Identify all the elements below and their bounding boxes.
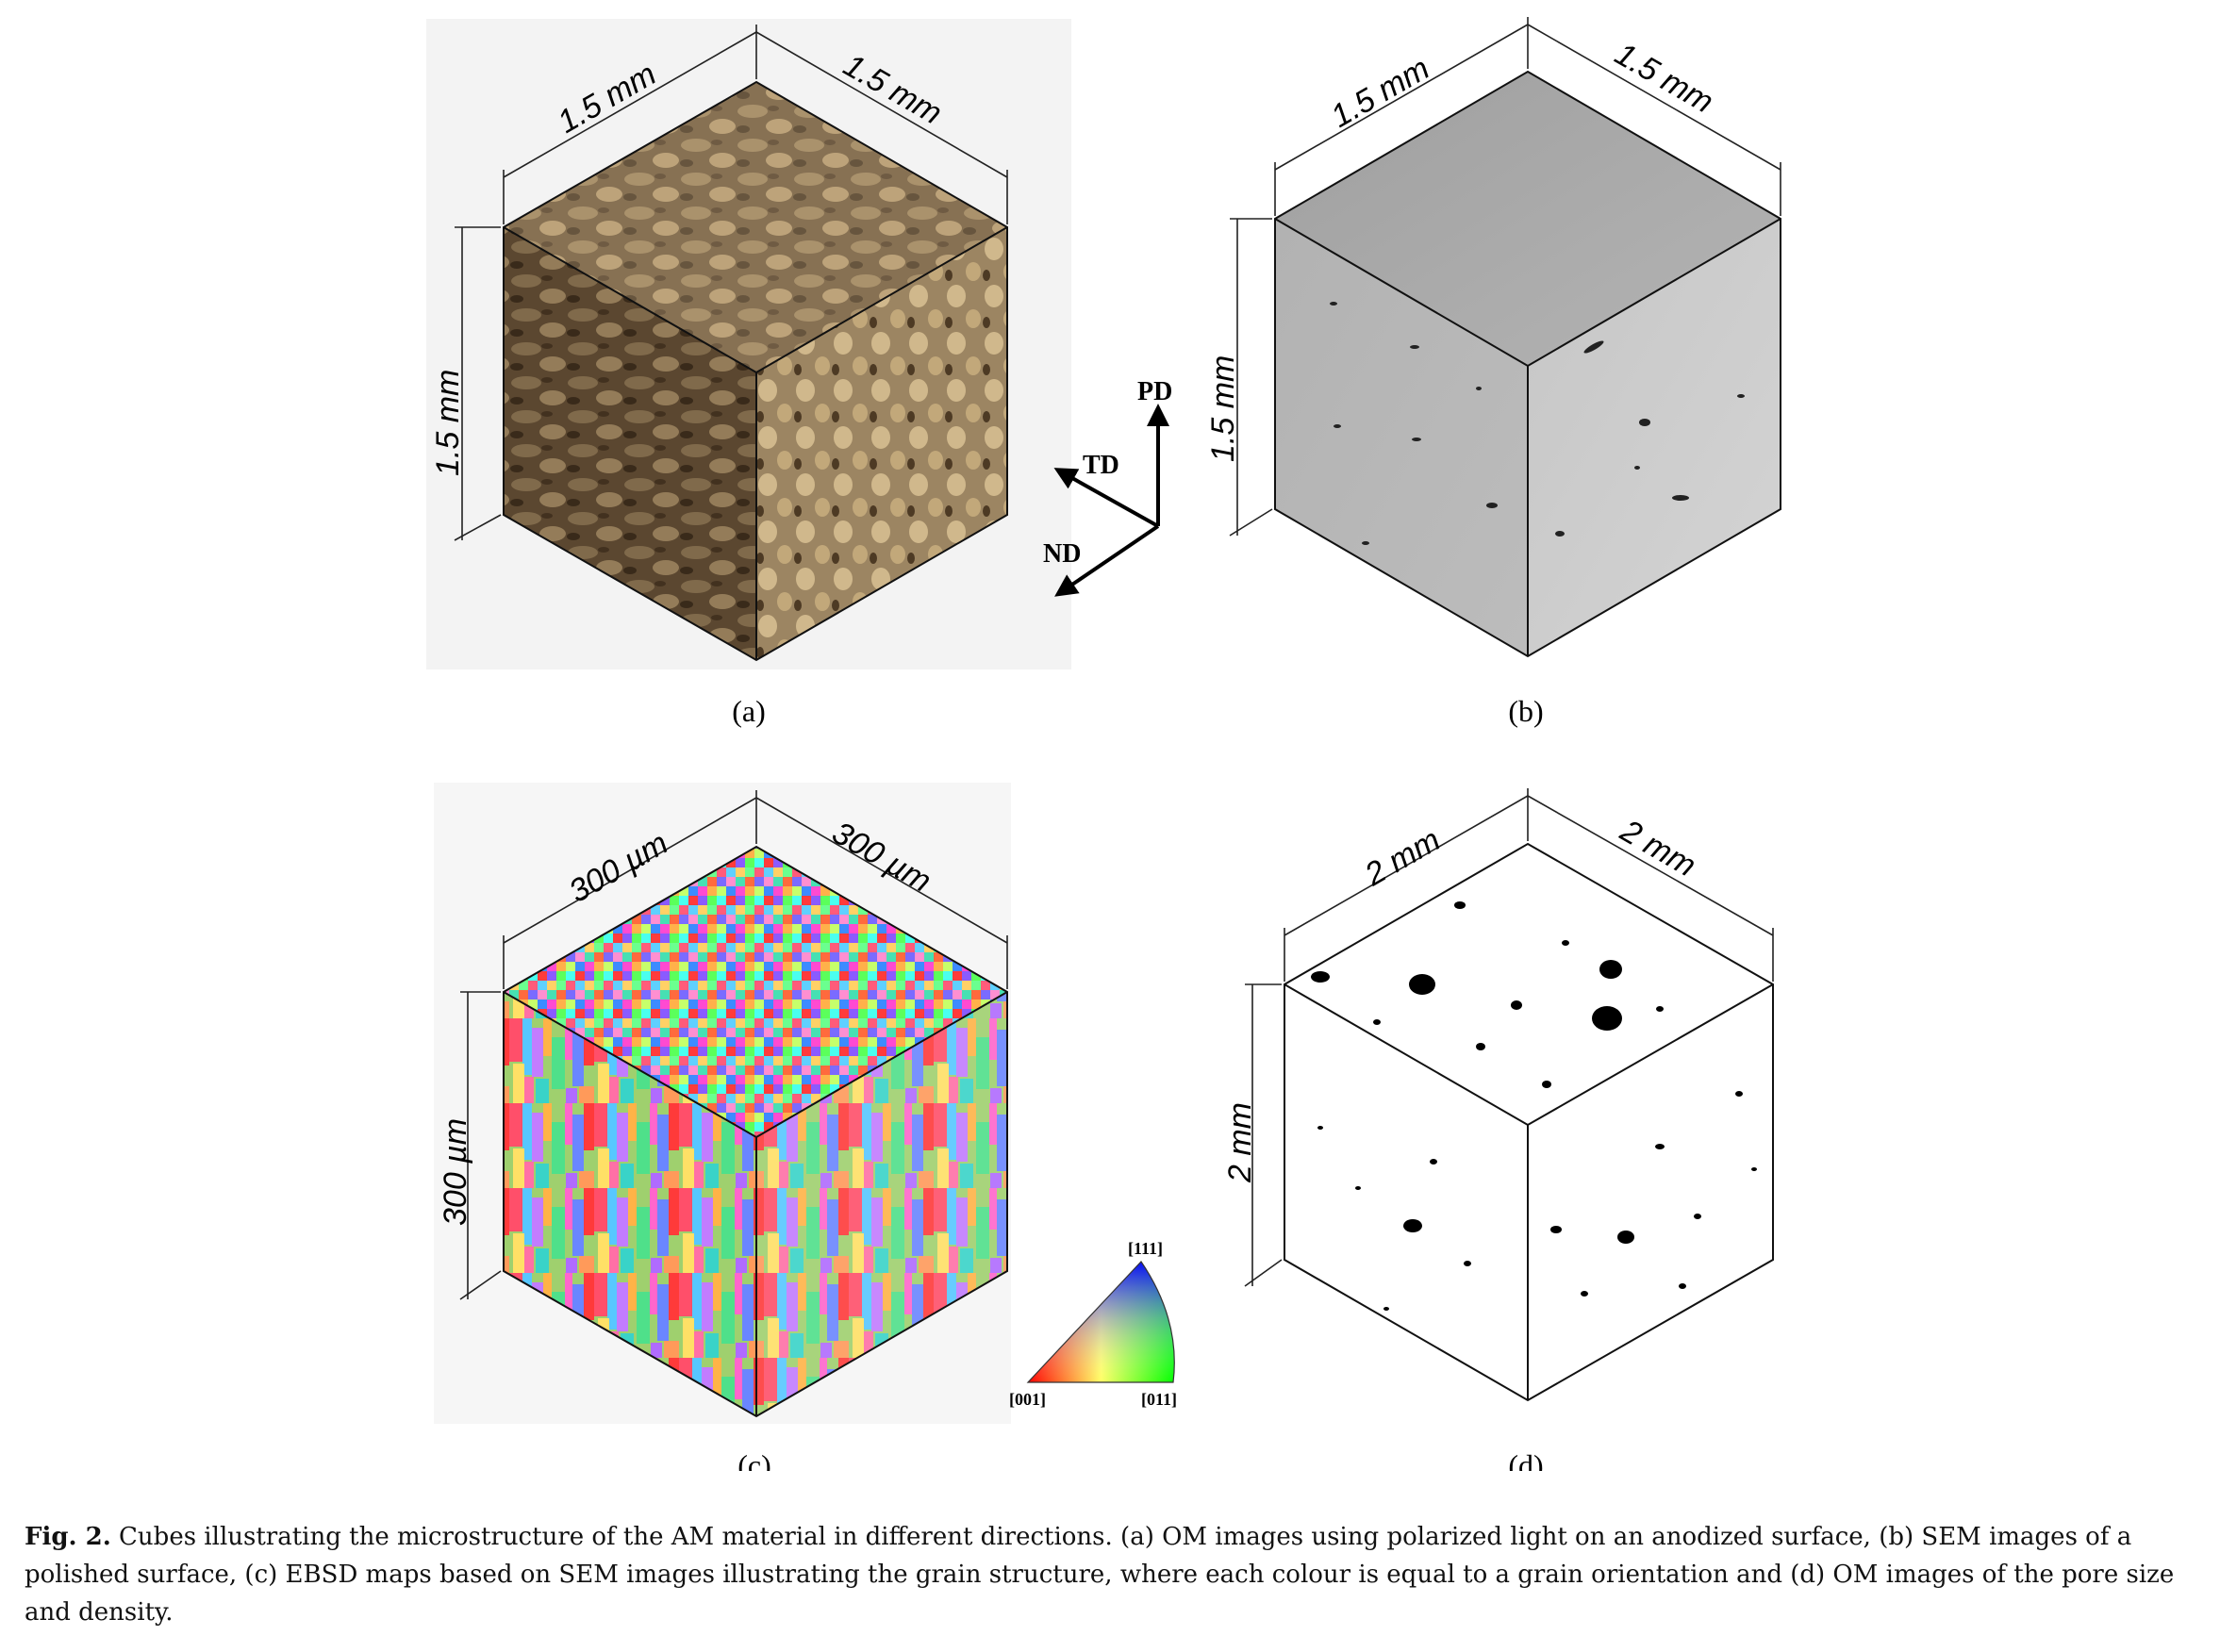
cube-a-right — [756, 227, 1007, 660]
panel-d: 2 mm 2 mm 2 mm — [1222, 788, 1774, 1402]
panel-b: 1.5 mm 1.5 mm 1.5 mm — [1205, 17, 1781, 658]
figure-number: Fig. 2. — [25, 1523, 111, 1551]
cube-d-right — [1528, 984, 1773, 1400]
ipf-label-001: [001] — [1009, 1390, 1046, 1409]
dim-label-b-top-left: 1.5 mm — [1325, 50, 1435, 135]
dim-label-b-side: 1.5 mm — [1205, 355, 1241, 462]
nd-arrow — [1054, 524, 1160, 597]
dim-label-d-top-left: 2 mm — [1358, 822, 1446, 894]
panel-label-b: (b) — [1508, 694, 1543, 728]
panel-c: 300 µm 300 µm 300 µm — [434, 783, 1011, 1424]
cube-c-right — [756, 992, 1007, 1416]
dimension-lines-c — [459, 790, 1008, 1300]
pd-label: PD — [1137, 377, 1172, 406]
cube-c-left — [504, 992, 756, 1416]
cube-b-right — [1528, 219, 1781, 656]
dim-label-c-side: 300 µm — [438, 1118, 473, 1226]
cube-b-left — [1275, 219, 1528, 656]
sem-pores — [1330, 302, 1745, 545]
panel-a: 1.5 mm 1.5 mm 1.5 mm — [426, 19, 1071, 669]
dim-label-d-top-right: 2 mm — [1614, 813, 1701, 884]
caption-text: Cubes illustrating the microstructure of… — [25, 1523, 2175, 1627]
ipf-color-legend: [111] [001] [011] — [1009, 1239, 1177, 1409]
panel-label-c: (c) — [737, 1448, 771, 1471]
dim-label-b-top-right: 1.5 mm — [1609, 36, 1719, 121]
cube-a-left — [504, 227, 756, 660]
dimension-lines-d — [1244, 788, 1774, 1287]
figure-caption: Fig. 2. Cubes illustrating the microstru… — [25, 1518, 2194, 1631]
td-label: TD — [1083, 451, 1119, 480]
cube-d-left — [1284, 984, 1528, 1400]
panel-label-a: (a) — [732, 694, 766, 728]
panel-label-d: (d) — [1508, 1448, 1543, 1471]
ipf-label-011: [011] — [1141, 1390, 1177, 1409]
ipf-label-111: [111] — [1128, 1239, 1163, 1258]
dim-label-d-side: 2 mm — [1222, 1102, 1258, 1183]
figure: 1.5 mm 1.5 mm 1.5 mm (a) PD TD ND — [426, 17, 1781, 1471]
dimension-lines-b — [1229, 17, 1781, 537]
dim-label-a-side: 1.5 mm — [430, 370, 466, 476]
dimension-lines-a — [454, 25, 1008, 541]
coordinate-axes: PD TD ND — [1043, 377, 1172, 597]
pore-spots — [1311, 901, 1757, 1311]
td-arrow — [1053, 468, 1159, 528]
nd-label: ND — [1043, 539, 1081, 569]
